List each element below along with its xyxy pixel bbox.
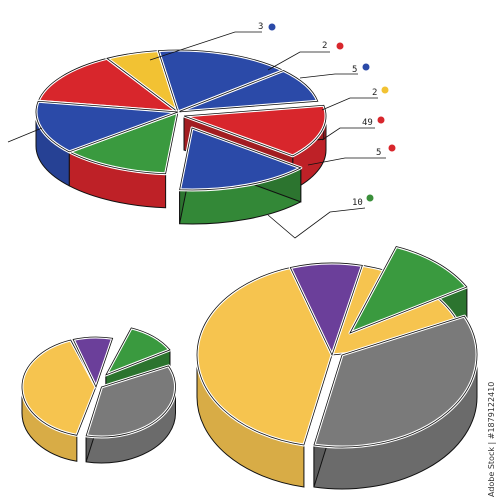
pie-outline [157, 49, 285, 113]
value-label: 49 [362, 118, 373, 128]
leader-line [307, 157, 386, 166]
value-label: 5 [376, 148, 381, 158]
label-dot [362, 63, 370, 71]
pie-outline [313, 315, 478, 448]
watermark: Adobe Stock | #1879122410 [487, 382, 496, 497]
pie-outline [85, 365, 176, 438]
label-dot [377, 116, 385, 124]
leader-line [7, 127, 43, 143]
label-dot [381, 86, 389, 94]
pie-outline [21, 339, 97, 436]
pie-illustrations [20, 48, 479, 490]
value-label: 3 [258, 22, 263, 32]
leader-line [267, 51, 330, 71]
pie-outline [72, 336, 114, 389]
leader-line [299, 73, 358, 79]
value-label: 5 [352, 65, 357, 75]
leader-line [267, 207, 366, 239]
pie-outline [105, 327, 171, 376]
leader-line [149, 31, 262, 61]
pie-outline [177, 70, 319, 113]
label-dot [336, 42, 344, 50]
value-label: 2 [372, 88, 377, 98]
label-dot [366, 194, 374, 202]
leader-lines: 3 2 5 2 49 5 10 [7, 22, 396, 239]
pie-outline [68, 111, 179, 175]
pie-outline [289, 262, 363, 357]
leader-line [321, 97, 378, 111]
pie-outline [349, 246, 468, 334]
value-label: 2 [322, 41, 327, 51]
label-dot [388, 144, 396, 152]
pie-outline [179, 127, 302, 191]
leader-line [321, 127, 375, 141]
pie-outline [37, 57, 180, 113]
label-dot [268, 23, 276, 31]
value-label: 10 [352, 198, 363, 208]
